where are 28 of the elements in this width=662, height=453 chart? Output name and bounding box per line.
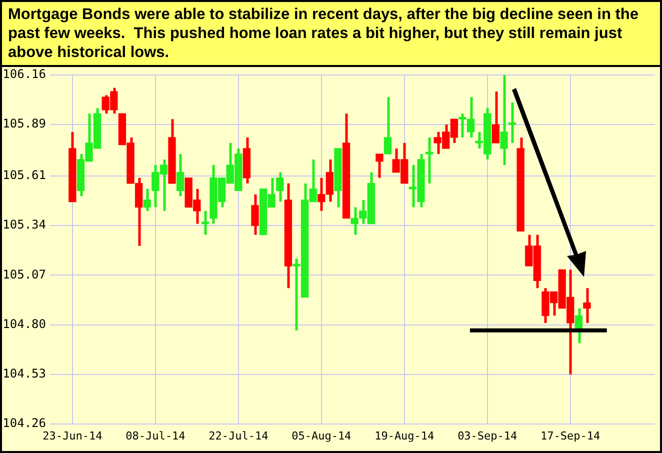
x-tick-label: 23-Jun-14 bbox=[42, 429, 103, 442]
x-tick-label: 05-Aug-14 bbox=[292, 429, 352, 442]
y-tick-label: 105.89 bbox=[2, 116, 46, 131]
candlestick bbox=[425, 136, 434, 185]
candlestick bbox=[583, 286, 591, 324]
candlestick bbox=[201, 210, 210, 236]
y-tick-label: 105.07 bbox=[2, 267, 46, 282]
y-tick-label: 105.61 bbox=[2, 168, 46, 182]
candlestick bbox=[143, 188, 151, 212]
candlestick bbox=[376, 152, 384, 180]
y-tick-label: 104.26 bbox=[2, 416, 46, 430]
candlestick bbox=[276, 171, 284, 203]
x-tick-label: 03-Sep-14 bbox=[458, 429, 518, 442]
candlestick bbox=[500, 74, 508, 166]
x-tick-label: 22-Jul-14 bbox=[208, 429, 269, 442]
candlestick bbox=[176, 152, 184, 198]
candlestick bbox=[492, 90, 500, 144]
y-tick-label: 104.80 bbox=[2, 316, 46, 331]
x-tick-label: 17-Sep-14 bbox=[540, 429, 601, 442]
candlestick bbox=[251, 193, 259, 236]
x-tick-label: 08-Jul-14 bbox=[126, 429, 186, 442]
candlestick bbox=[508, 101, 516, 144]
y-tick-label: 105.34 bbox=[2, 218, 46, 232]
y-tick-label: 104.53 bbox=[2, 366, 46, 381]
x-tick-label: 19-Aug-14 bbox=[374, 429, 435, 442]
y-tick-label: 106.16 bbox=[2, 67, 46, 82]
candlestick bbox=[574, 307, 582, 344]
candlestick bbox=[384, 96, 392, 156]
